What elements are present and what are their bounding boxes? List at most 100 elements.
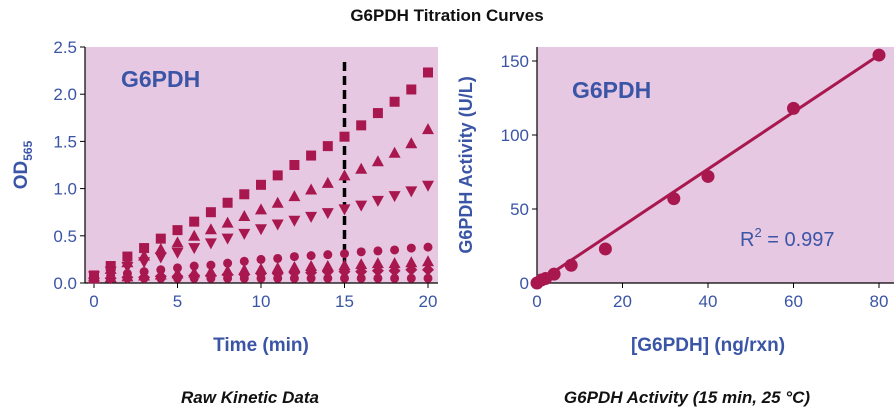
left-data-point [321, 260, 334, 272]
left-chart-caption: Raw Kinetic Data [181, 388, 319, 407]
left-data-point [189, 273, 199, 283]
left-data-point [139, 243, 150, 254]
right-y-tick-label: 100 [501, 126, 529, 145]
left-data-point [239, 189, 250, 200]
left-data-point [405, 263, 418, 276]
left-data-point [373, 273, 383, 283]
left-data-point [371, 264, 384, 277]
left-data-point [272, 170, 283, 181]
r-squared-label: R2 = 0.997 [740, 225, 835, 251]
left-data-point [356, 247, 366, 257]
left-data-point [288, 190, 301, 202]
left-data-point [406, 84, 417, 95]
left-data-point [338, 169, 351, 181]
left-data-point [321, 265, 334, 278]
left-x-axis-label: Time (min) [213, 335, 309, 356]
left-data-point [206, 273, 216, 283]
right-data-point [787, 101, 800, 115]
right-x-tick-label: 60 [784, 292, 803, 311]
left-data-point [121, 261, 134, 273]
left-data-point [239, 256, 249, 266]
right-x-tick-label: 80 [870, 292, 889, 311]
left-y-tick-label: 0.5 [53, 227, 77, 246]
left-data-point [422, 255, 434, 267]
left-data-point [173, 273, 182, 283]
left-data-point [388, 146, 401, 158]
left-data-point [271, 196, 284, 208]
left-data-point [256, 273, 266, 283]
left-data-point [405, 256, 418, 268]
left-data-point [373, 246, 383, 256]
left-data-point [355, 265, 368, 278]
left-data-point [221, 216, 234, 228]
left-y-tick-label: 2.0 [53, 85, 77, 104]
left-data-point [172, 225, 183, 236]
left-x-tick-label: 0 [89, 292, 98, 311]
left-data-point [405, 137, 418, 149]
left-data-point [223, 273, 233, 283]
left-data-point [289, 252, 299, 262]
right-data-point [564, 258, 578, 272]
right-x-tick-label: 0 [532, 292, 541, 311]
left-data-point [406, 273, 416, 283]
left-data-point [355, 200, 368, 212]
left-data-point [288, 260, 301, 272]
left-data-point [273, 273, 283, 283]
right-y-tick-label: 0 [520, 274, 529, 293]
right-fit-line [536, 53, 880, 285]
chart-title: G6PDH Titration Curves [350, 6, 544, 25]
left-data-point [222, 197, 233, 208]
left-data-point [255, 203, 267, 215]
left-data-point [355, 258, 368, 270]
left-data-point [405, 186, 418, 198]
left-data-point [154, 243, 167, 255]
right-x-tick-label: 20 [613, 292, 632, 311]
right-x-tick-label: 40 [699, 292, 718, 311]
right-x-axis-label: [G6PDH] (ng/rxn) [631, 335, 785, 356]
left-data-point [406, 243, 416, 253]
right-inset-label: G6PDH [572, 77, 651, 103]
left-data-point [89, 273, 99, 283]
left-data-point [171, 247, 184, 259]
left-data-point [322, 141, 333, 152]
left-data-point [356, 120, 367, 131]
left-data-point [271, 219, 284, 231]
left-data-point [423, 273, 433, 283]
left-data-point [188, 243, 201, 255]
left-data-point [356, 273, 366, 283]
left-y-tick-label: 2.5 [53, 38, 77, 57]
left-data-point [423, 67, 433, 78]
left-x-tick-label: 15 [335, 292, 354, 311]
left-data-point [188, 229, 201, 241]
left-data-point [388, 264, 401, 277]
left-data-point [371, 195, 384, 207]
left-data-point [289, 273, 299, 283]
left-data-point [339, 131, 350, 142]
left-data-point [323, 273, 333, 283]
left-data-point [371, 257, 384, 269]
left-data-point [221, 233, 234, 245]
left-data-point [255, 224, 267, 236]
left-data-point [204, 238, 217, 250]
left-data-point [256, 254, 266, 264]
left-data-point [422, 263, 434, 276]
left-data-point [355, 162, 368, 174]
left-data-point [338, 259, 351, 271]
left-data-point [338, 204, 351, 216]
left-data-point [239, 273, 249, 283]
left-data-point [338, 265, 351, 278]
left-data-point [305, 211, 318, 223]
left-data-point [390, 245, 400, 255]
left-data-point [305, 183, 318, 195]
left-y-axis-label: OD565 [11, 140, 35, 189]
left-data-point [289, 160, 300, 170]
left-data-point [306, 273, 316, 283]
right-data-point [547, 267, 561, 281]
left-data-point [256, 179, 266, 190]
right-data-point [598, 242, 612, 256]
left-data-point [306, 251, 316, 261]
left-data-point [340, 273, 349, 283]
left-data-point [189, 261, 199, 271]
left-data-point [323, 250, 333, 260]
